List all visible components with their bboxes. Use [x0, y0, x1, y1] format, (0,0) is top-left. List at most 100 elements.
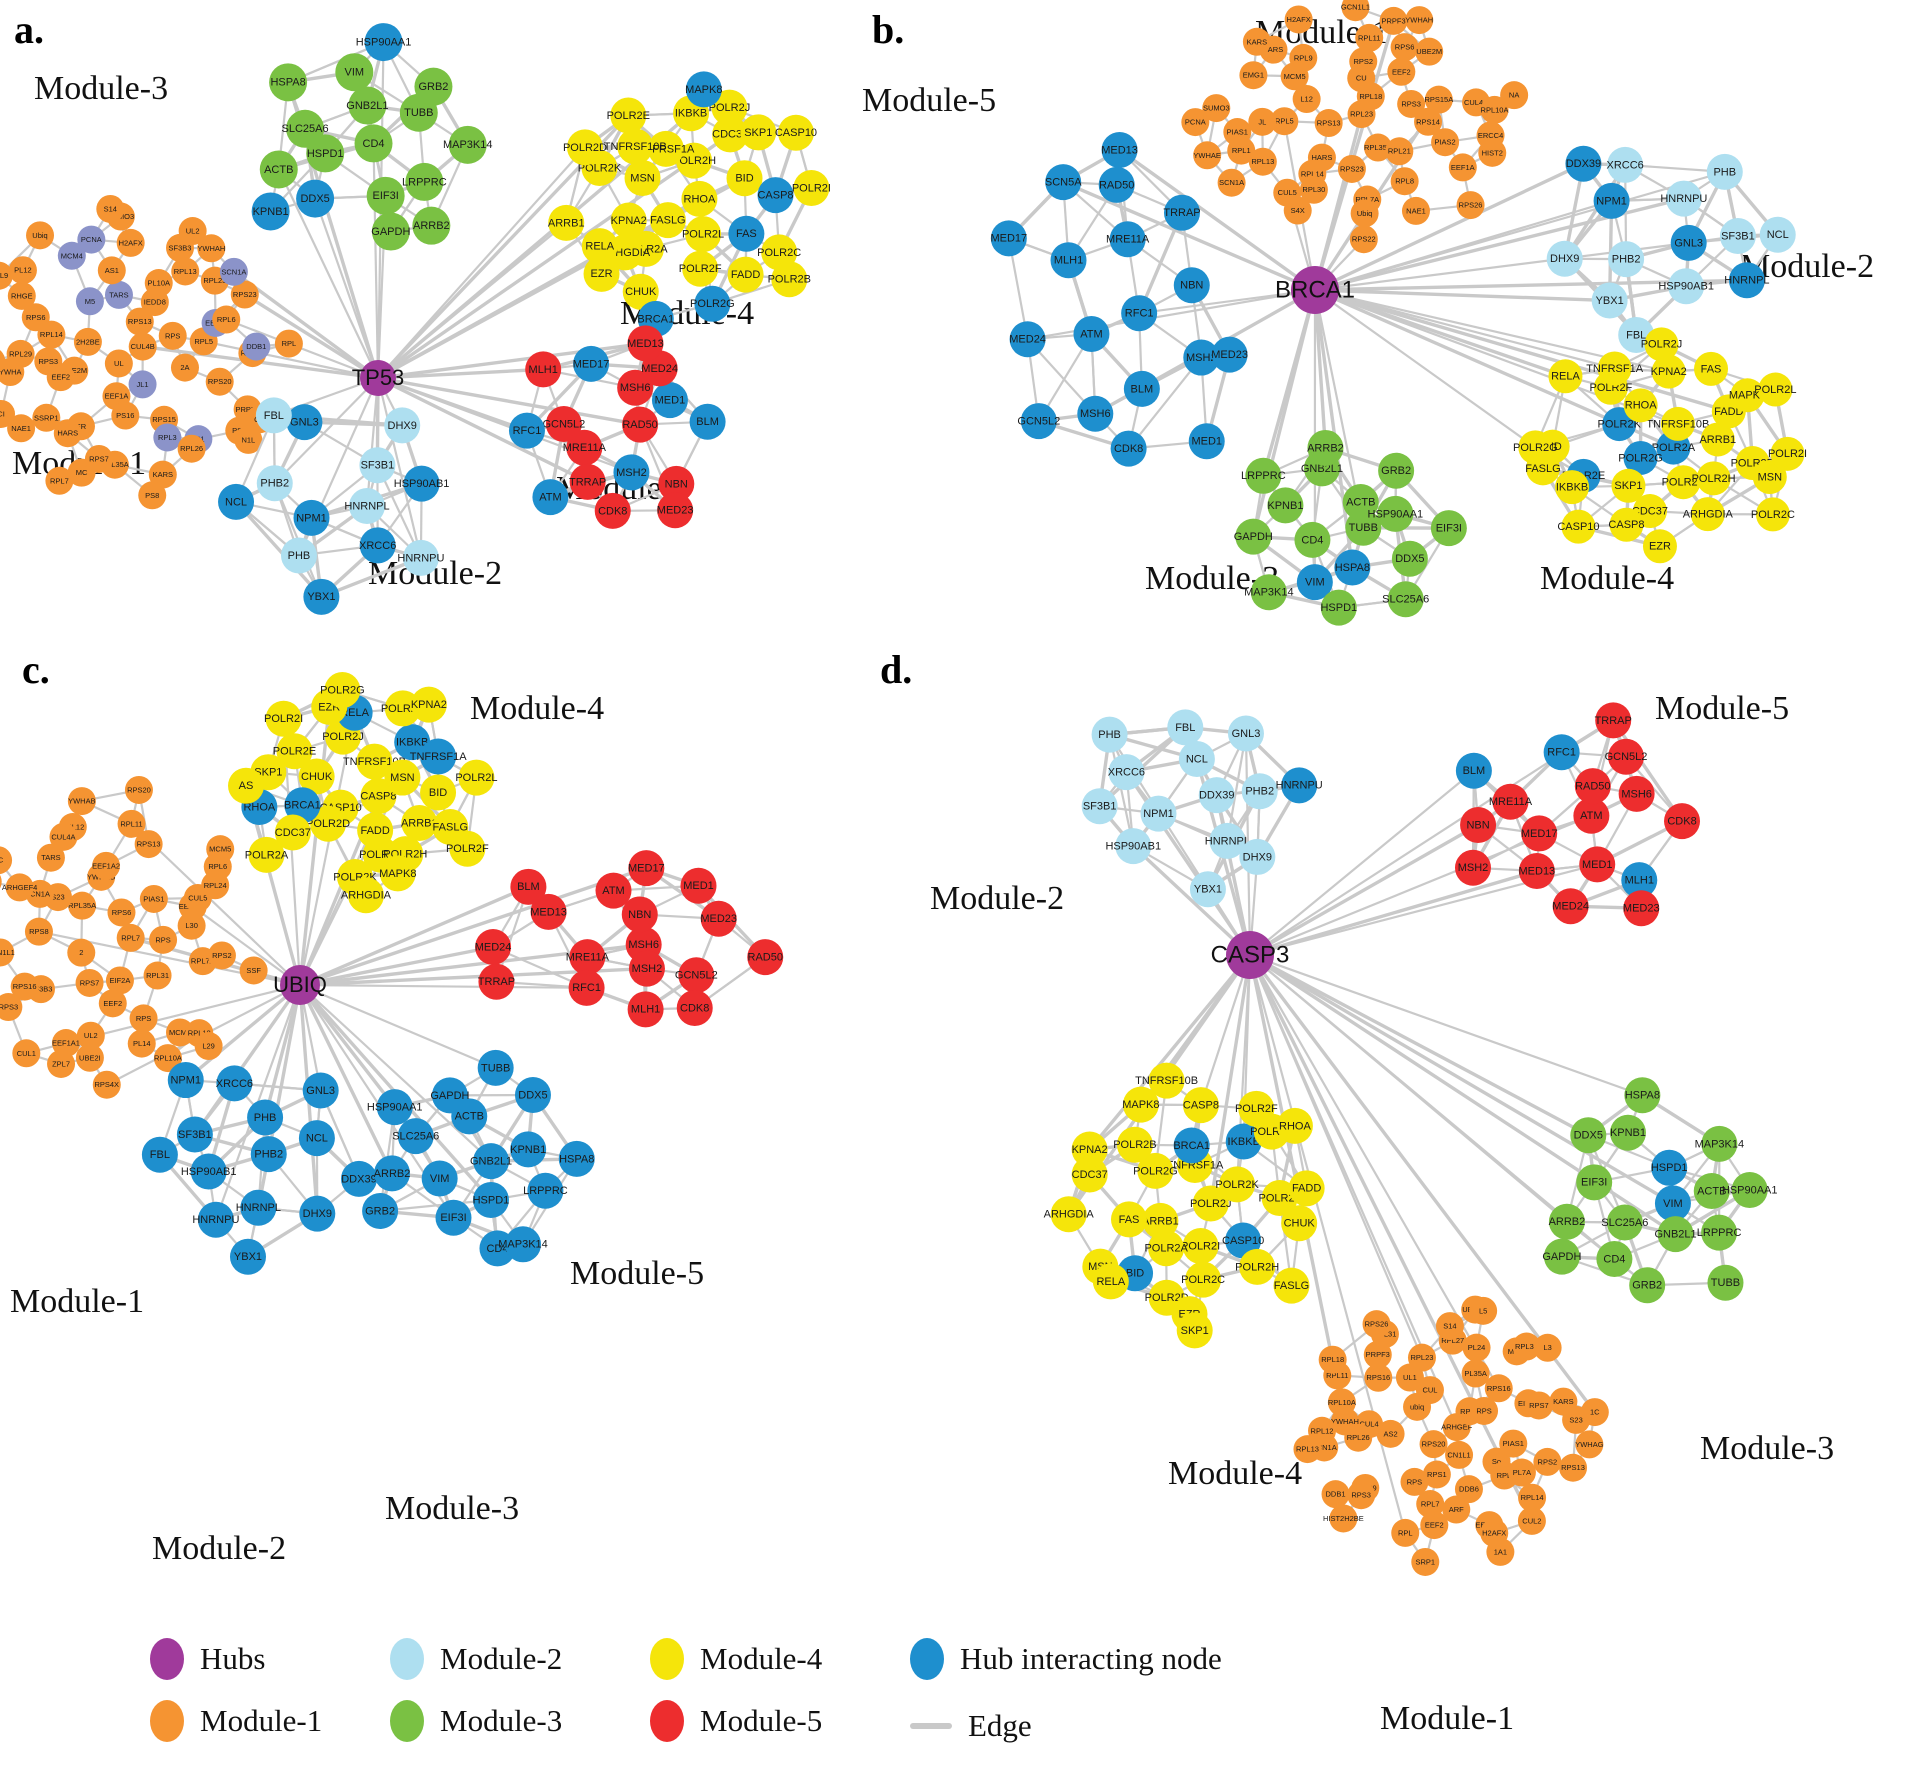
network-node[interactable]: HSPD1	[473, 1182, 510, 1219]
network-node[interactable]: EEF2	[1420, 1511, 1449, 1540]
network-node[interactable]: BID	[726, 160, 763, 197]
network-node[interactable]: RFC1	[1121, 295, 1158, 332]
network-node[interactable]: MAP3K14	[1244, 574, 1294, 611]
network-node[interactable]: RPS13	[1314, 109, 1343, 138]
network-node[interactable]: PL10A	[144, 269, 173, 298]
network-node[interactable]: TRRAP	[1595, 702, 1632, 739]
network-node[interactable]: PL24	[1462, 1333, 1491, 1362]
network-node[interactable]: DDX39	[1565, 145, 1602, 182]
network-node[interactable]: 2A	[170, 353, 199, 382]
network-node[interactable]: SCN1A	[219, 257, 248, 286]
network-node[interactable]: DDX39	[340, 1160, 377, 1197]
network-node[interactable]: EIF3I	[1430, 510, 1467, 547]
network-node[interactable]: DDX39	[1198, 777, 1235, 814]
network-node[interactable]: AS	[228, 767, 265, 804]
network-node[interactable]: EEF2	[1387, 57, 1416, 86]
network-node[interactable]: RPL7	[116, 923, 145, 952]
network-node[interactable]: TUBB	[1707, 1264, 1744, 1301]
network-node[interactable]: RPS26	[1456, 191, 1485, 220]
network-node[interactable]: RPS	[158, 321, 187, 350]
network-node[interactable]: PCNA	[1181, 108, 1210, 137]
network-node[interactable]: SKP1	[740, 114, 777, 151]
network-node[interactable]: YWHAB	[67, 787, 96, 816]
network-node[interactable]: NPM1	[1140, 795, 1177, 832]
network-node[interactable]: MED23	[1211, 336, 1248, 373]
network-node[interactable]: 2	[67, 938, 96, 967]
network-node[interactable]: 2H2BE	[73, 327, 102, 356]
network-node[interactable]: VIM	[1654, 1185, 1691, 1222]
network-node[interactable]: CASP8	[757, 177, 794, 214]
network-node[interactable]: PIAS2	[1431, 128, 1460, 157]
network-node[interactable]: 1A1	[1486, 1537, 1515, 1566]
network-node[interactable]: CASP8	[1183, 1087, 1219, 1124]
network-node[interactable]: RPS6	[107, 898, 136, 927]
network-node[interactable]: M5	[75, 287, 104, 316]
network-node[interactable]: RPL7	[45, 466, 74, 495]
network-node[interactable]: SCN1A	[1217, 168, 1246, 197]
network-node[interactable]: FASLG	[649, 202, 686, 239]
network-node[interactable]: NPM1	[1593, 182, 1630, 219]
network-node[interactable]: FASLG	[1273, 1267, 1310, 1304]
network-node[interactable]: PL12	[8, 256, 37, 285]
network-node[interactable]: MED24	[1009, 321, 1046, 358]
network-node[interactable]: TRRAP	[478, 963, 515, 1000]
network-node[interactable]: MED24	[475, 928, 512, 965]
network-node[interactable]: KPNA2	[411, 686, 447, 723]
network-node[interactable]: MLH1	[525, 351, 562, 388]
network-node[interactable]: FBL	[1167, 709, 1204, 746]
network-node[interactable]: PL14	[127, 1029, 156, 1058]
network-node[interactable]: BRCA1	[1173, 1127, 1210, 1164]
network-node[interactable]: PRPF3	[1379, 6, 1408, 35]
network-node[interactable]: S14	[96, 194, 125, 223]
network-node[interactable]: PS8	[138, 481, 167, 510]
network-node[interactable]: PIAS1	[1499, 1429, 1528, 1458]
network-node[interactable]: RPL	[274, 329, 303, 358]
network-node[interactable]: FADD	[727, 256, 764, 293]
network-node[interactable]: RPL35A	[68, 891, 97, 920]
network-node[interactable]: PHB2	[1241, 773, 1278, 810]
network-node[interactable]: PHB2	[256, 465, 293, 502]
network-node[interactable]: YBX1	[1591, 282, 1628, 319]
network-node[interactable]: PL7A	[1507, 1458, 1536, 1487]
network-node[interactable]: NAE1	[1401, 196, 1430, 225]
network-node[interactable]: CUL4A	[49, 822, 78, 851]
network-node[interactable]: RPS23	[1337, 154, 1366, 183]
network-node[interactable]: EMG1	[1239, 61, 1268, 90]
network-node[interactable]: RPS	[149, 925, 178, 954]
network-node[interactable]: VIM	[335, 53, 374, 92]
network-node[interactable]: RPS3	[1347, 1481, 1376, 1510]
network-node[interactable]: PHB2	[1608, 241, 1645, 278]
network-node[interactable]: BLM	[1455, 752, 1492, 789]
network-node[interactable]: VIM	[421, 1160, 458, 1197]
network-node[interactable]: MLH1	[1050, 242, 1087, 279]
network-node[interactable]: DHX9	[384, 407, 421, 444]
network-node[interactable]: RPS6	[1390, 33, 1419, 62]
network-node[interactable]: RPS16	[1484, 1374, 1513, 1403]
network-node[interactable]: SKP1	[1176, 1312, 1213, 1349]
network-node[interactable]: MED23	[657, 492, 694, 529]
network-node[interactable]: TRRAP	[569, 463, 606, 500]
network-node[interactable]: SF3B1	[176, 1116, 213, 1153]
network-node[interactable]: RAD50	[747, 939, 784, 976]
network-node[interactable]: HSP90AB1	[1105, 828, 1161, 865]
network-node[interactable]: MED23	[700, 900, 737, 937]
network-node[interactable]: ARRB2	[412, 206, 451, 245]
network-node[interactable]: NA	[1500, 81, 1529, 110]
network-node[interactable]: GNL3	[286, 404, 323, 441]
network-node[interactable]: RPL8	[1390, 167, 1419, 196]
network-node[interactable]: RPS2	[207, 941, 236, 970]
network-node[interactable]: HSPA8	[1334, 549, 1371, 586]
network-node[interactable]: YWHAH	[1405, 6, 1434, 35]
network-node[interactable]: POLR2L	[455, 759, 498, 796]
network-node[interactable]: RPS13	[1559, 1453, 1588, 1482]
network-node[interactable]: GAPDH	[1542, 1238, 1582, 1275]
network-node[interactable]: MED1	[680, 867, 717, 904]
network-node[interactable]: DDX5	[296, 179, 335, 218]
network-node[interactable]: NCL	[1759, 216, 1796, 253]
network-node[interactable]: GNL3	[302, 1072, 339, 1109]
network-node[interactable]: CD4	[1596, 1240, 1633, 1277]
network-node[interactable]: XRCC6	[1606, 146, 1644, 183]
network-node[interactable]: MSH2	[613, 454, 650, 491]
network-node[interactable]: ACTB	[259, 150, 298, 189]
network-node[interactable]: EEF1A2	[92, 851, 121, 880]
